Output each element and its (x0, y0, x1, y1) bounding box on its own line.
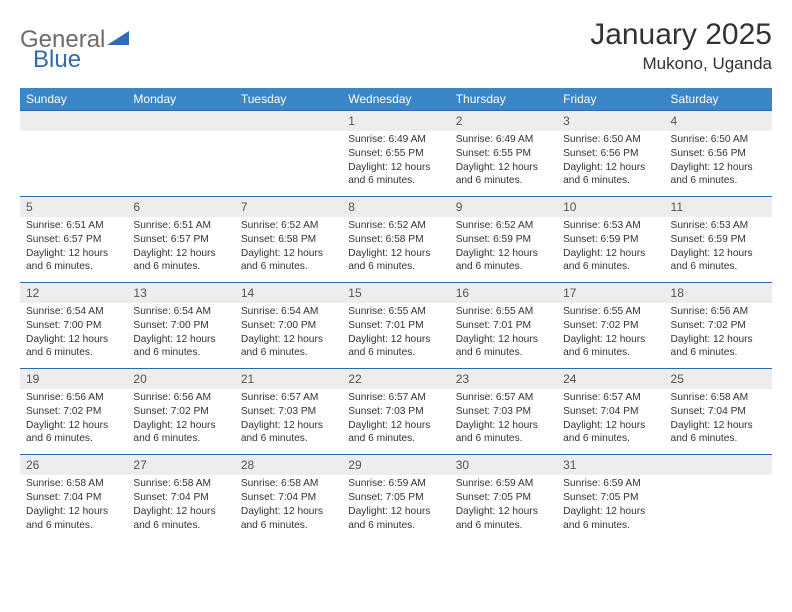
day-info: Sunrise: 6:59 AMSunset: 7:05 PMDaylight:… (450, 475, 557, 540)
weekday-header: Monday (127, 88, 234, 111)
day-info: Sunrise: 6:57 AMSunset: 7:03 PMDaylight:… (235, 389, 342, 455)
weekday-header: Wednesday (342, 88, 449, 111)
day-info: Sunrise: 6:59 AMSunset: 7:05 PMDaylight:… (342, 475, 449, 540)
day-number: 12 (20, 283, 127, 304)
day-info (20, 131, 127, 197)
day-info: Sunrise: 6:51 AMSunset: 6:57 PMDaylight:… (20, 217, 127, 283)
day-number: 7 (235, 197, 342, 218)
day-info: Sunrise: 6:55 AMSunset: 7:02 PMDaylight:… (557, 303, 664, 369)
day-number: 24 (557, 369, 664, 390)
day-info: Sunrise: 6:54 AMSunset: 7:00 PMDaylight:… (20, 303, 127, 369)
day-number: 31 (557, 455, 664, 476)
info-row: Sunrise: 6:58 AMSunset: 7:04 PMDaylight:… (20, 475, 772, 540)
day-info: Sunrise: 6:51 AMSunset: 6:57 PMDaylight:… (127, 217, 234, 283)
header: General January 2025 Mukono, Uganda (20, 18, 772, 74)
day-info: Sunrise: 6:50 AMSunset: 6:56 PMDaylight:… (665, 131, 772, 197)
day-info: Sunrise: 6:58 AMSunset: 7:04 PMDaylight:… (235, 475, 342, 540)
day-number (20, 111, 127, 132)
day-number: 14 (235, 283, 342, 304)
day-info: Sunrise: 6:57 AMSunset: 7:03 PMDaylight:… (342, 389, 449, 455)
day-number: 1 (342, 111, 449, 132)
info-row: Sunrise: 6:56 AMSunset: 7:02 PMDaylight:… (20, 389, 772, 455)
day-number: 23 (450, 369, 557, 390)
day-info: Sunrise: 6:52 AMSunset: 6:58 PMDaylight:… (235, 217, 342, 283)
day-number: 27 (127, 455, 234, 476)
day-info: Sunrise: 6:49 AMSunset: 6:55 PMDaylight:… (342, 131, 449, 197)
day-info: Sunrise: 6:55 AMSunset: 7:01 PMDaylight:… (342, 303, 449, 369)
day-number: 13 (127, 283, 234, 304)
title-block: January 2025 Mukono, Uganda (590, 18, 772, 74)
day-info: Sunrise: 6:52 AMSunset: 6:59 PMDaylight:… (450, 217, 557, 283)
daynum-row: 1 2 3 4 (20, 111, 772, 132)
day-number (127, 111, 234, 132)
weekday-header: Saturday (665, 88, 772, 111)
day-info: Sunrise: 6:56 AMSunset: 7:02 PMDaylight:… (20, 389, 127, 455)
daynum-row: 19 20 21 22 23 24 25 (20, 369, 772, 390)
day-number: 26 (20, 455, 127, 476)
weekday-header: Sunday (20, 88, 127, 111)
day-number: 4 (665, 111, 772, 132)
daynum-row: 12 13 14 15 16 17 18 (20, 283, 772, 304)
day-info: Sunrise: 6:57 AMSunset: 7:03 PMDaylight:… (450, 389, 557, 455)
day-number: 16 (450, 283, 557, 304)
day-info: Sunrise: 6:50 AMSunset: 6:56 PMDaylight:… (557, 131, 664, 197)
weekday-header-row: Sunday Monday Tuesday Wednesday Thursday… (20, 88, 772, 111)
day-number (235, 111, 342, 132)
day-number: 9 (450, 197, 557, 218)
day-info: Sunrise: 6:58 AMSunset: 7:04 PMDaylight:… (127, 475, 234, 540)
day-info: Sunrise: 6:53 AMSunset: 6:59 PMDaylight:… (665, 217, 772, 283)
triangle-icon (107, 24, 129, 52)
day-info: Sunrise: 6:54 AMSunset: 7:00 PMDaylight:… (127, 303, 234, 369)
day-number: 18 (665, 283, 772, 304)
day-number: 25 (665, 369, 772, 390)
page-title: January 2025 (590, 18, 772, 52)
day-number: 19 (20, 369, 127, 390)
day-info: Sunrise: 6:53 AMSunset: 6:59 PMDaylight:… (557, 217, 664, 283)
day-info: Sunrise: 6:52 AMSunset: 6:58 PMDaylight:… (342, 217, 449, 283)
day-info: Sunrise: 6:55 AMSunset: 7:01 PMDaylight:… (450, 303, 557, 369)
day-number: 28 (235, 455, 342, 476)
day-info: Sunrise: 6:58 AMSunset: 7:04 PMDaylight:… (20, 475, 127, 540)
info-row: Sunrise: 6:51 AMSunset: 6:57 PMDaylight:… (20, 217, 772, 283)
day-info: Sunrise: 6:49 AMSunset: 6:55 PMDaylight:… (450, 131, 557, 197)
day-number: 10 (557, 197, 664, 218)
day-number: 3 (557, 111, 664, 132)
day-number: 29 (342, 455, 449, 476)
day-number: 2 (450, 111, 557, 132)
calendar-table: Sunday Monday Tuesday Wednesday Thursday… (20, 88, 772, 540)
day-number: 17 (557, 283, 664, 304)
day-info: Sunrise: 6:59 AMSunset: 7:05 PMDaylight:… (557, 475, 664, 540)
logo-text-blue: Blue (33, 46, 81, 74)
weekday-header: Friday (557, 88, 664, 111)
info-row: Sunrise: 6:54 AMSunset: 7:00 PMDaylight:… (20, 303, 772, 369)
day-info: Sunrise: 6:54 AMSunset: 7:00 PMDaylight:… (235, 303, 342, 369)
day-number: 6 (127, 197, 234, 218)
day-number: 30 (450, 455, 557, 476)
day-number: 8 (342, 197, 449, 218)
day-number: 5 (20, 197, 127, 218)
day-number: 15 (342, 283, 449, 304)
day-info (127, 131, 234, 197)
day-info (235, 131, 342, 197)
daynum-row: 5 6 7 8 9 10 11 (20, 197, 772, 218)
day-number: 22 (342, 369, 449, 390)
weekday-header: Tuesday (235, 88, 342, 111)
day-number: 11 (665, 197, 772, 218)
day-number: 21 (235, 369, 342, 390)
day-info (665, 475, 772, 540)
day-info: Sunrise: 6:56 AMSunset: 7:02 PMDaylight:… (127, 389, 234, 455)
day-info: Sunrise: 6:58 AMSunset: 7:04 PMDaylight:… (665, 389, 772, 455)
daynum-row: 26 27 28 29 30 31 (20, 455, 772, 476)
weekday-header: Thursday (450, 88, 557, 111)
day-number (665, 455, 772, 476)
day-info: Sunrise: 6:56 AMSunset: 7:02 PMDaylight:… (665, 303, 772, 369)
info-row: Sunrise: 6:49 AMSunset: 6:55 PMDaylight:… (20, 131, 772, 197)
location-label: Mukono, Uganda (590, 54, 772, 74)
day-number: 20 (127, 369, 234, 390)
day-info: Sunrise: 6:57 AMSunset: 7:04 PMDaylight:… (557, 389, 664, 455)
